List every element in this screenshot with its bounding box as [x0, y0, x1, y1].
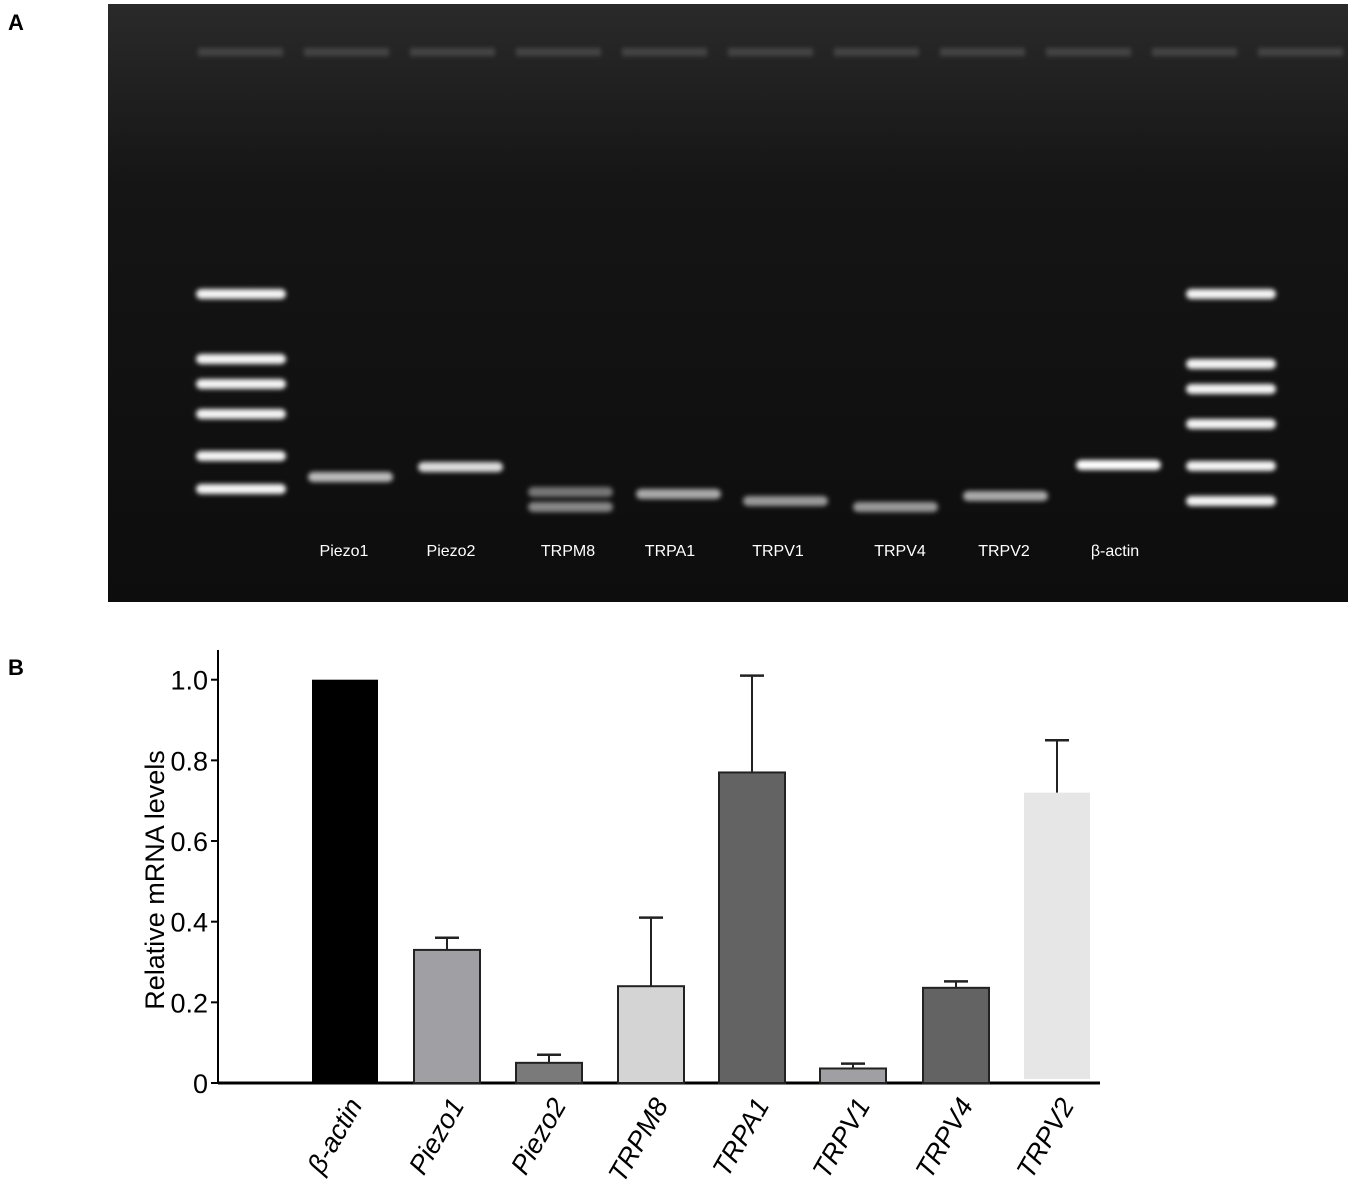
gel-well	[304, 48, 389, 56]
bar-Piezo1	[413, 948, 481, 1085]
x-tick-label: β-actin	[301, 1093, 368, 1179]
gel-well	[834, 48, 919, 56]
y-tick-label: 0.8	[170, 746, 208, 776]
bar-TRPV2	[1024, 792, 1090, 1079]
x-tick-label: Piezo1	[403, 1093, 470, 1180]
panel-a-label: A	[8, 10, 24, 35]
y-tick-label: 0	[193, 1069, 208, 1099]
gel-well	[1152, 48, 1237, 56]
lane-label: TRPA1	[645, 543, 695, 560]
sample-band	[308, 472, 393, 482]
sample-band	[636, 489, 721, 499]
sample-band	[1076, 460, 1161, 470]
bar-TRPV1	[819, 1067, 887, 1085]
ladder-band	[196, 379, 286, 389]
y-tick-label: 0.2	[170, 988, 208, 1018]
ladder-band	[1186, 419, 1276, 429]
lane-label: TRPV1	[752, 543, 804, 560]
ladder-band	[1186, 496, 1276, 506]
y-tick-label: 0.4	[170, 908, 208, 938]
x-tick-label: TRPV1	[807, 1093, 876, 1183]
sample-band	[743, 496, 828, 506]
sample-band	[963, 491, 1048, 501]
lane-label: Piezo2	[427, 543, 476, 560]
lane-label: TRPV4	[874, 543, 926, 560]
gel-well	[1258, 48, 1343, 56]
sample-band	[528, 487, 613, 497]
panel-b-label: B	[8, 655, 24, 680]
y-axis-label: Relative mRNA levels	[140, 750, 170, 1010]
lane-label: TRPM8	[541, 543, 595, 560]
x-tick-label: TRPV4	[910, 1093, 979, 1183]
ladder-band	[1186, 359, 1276, 369]
sample-band	[853, 502, 938, 512]
y-tick-label: 0.6	[170, 827, 208, 857]
sample-band	[418, 462, 503, 472]
ladder-band	[196, 409, 286, 419]
x-tick-label: TRPV2	[1011, 1093, 1080, 1183]
bar-TRPV4	[922, 986, 990, 1084]
bar-Piezo2	[515, 1061, 583, 1084]
ladder-band	[1186, 461, 1276, 471]
lane-label: TRPV2	[978, 543, 1030, 560]
bar-chart: 0 0.2 0.4 0.6 0.8 1.0 β-actin Piezo1 Piezo2 TRPM8…	[140, 650, 1100, 1187]
ladder-band	[196, 484, 286, 494]
ladder-band	[196, 289, 286, 299]
gel-well	[728, 48, 813, 56]
gel-background	[108, 4, 1348, 602]
x-tick-label: TRPA1	[707, 1093, 775, 1182]
gel-well	[940, 48, 1025, 56]
gel-well	[198, 48, 283, 56]
bar-TRPM8	[617, 985, 685, 1085]
y-tick-label: 1.0	[170, 666, 208, 696]
x-tick-label: TRPM8	[602, 1093, 674, 1187]
x-tick-label: Piezo2	[505, 1093, 572, 1180]
sample-band	[528, 502, 613, 512]
ladder-band	[196, 451, 286, 461]
gel-well	[516, 48, 601, 56]
gel-well	[1046, 48, 1131, 56]
ladder-band	[196, 354, 286, 364]
gel-well	[622, 48, 707, 56]
lane-label: Piezo1	[320, 543, 369, 560]
ladder-band	[1186, 289, 1276, 299]
bar-TRPA1	[718, 771, 786, 1084]
gel-well	[410, 48, 495, 56]
ladder-band	[1186, 384, 1276, 394]
gel-image: Piezo1 Piezo2 TRPM8 TRPA1 TRPV1 TRPV4 TRPV2 β-a…	[108, 4, 1348, 602]
bar-β-actin	[312, 679, 378, 1083]
lane-label: β-actin	[1091, 543, 1139, 560]
